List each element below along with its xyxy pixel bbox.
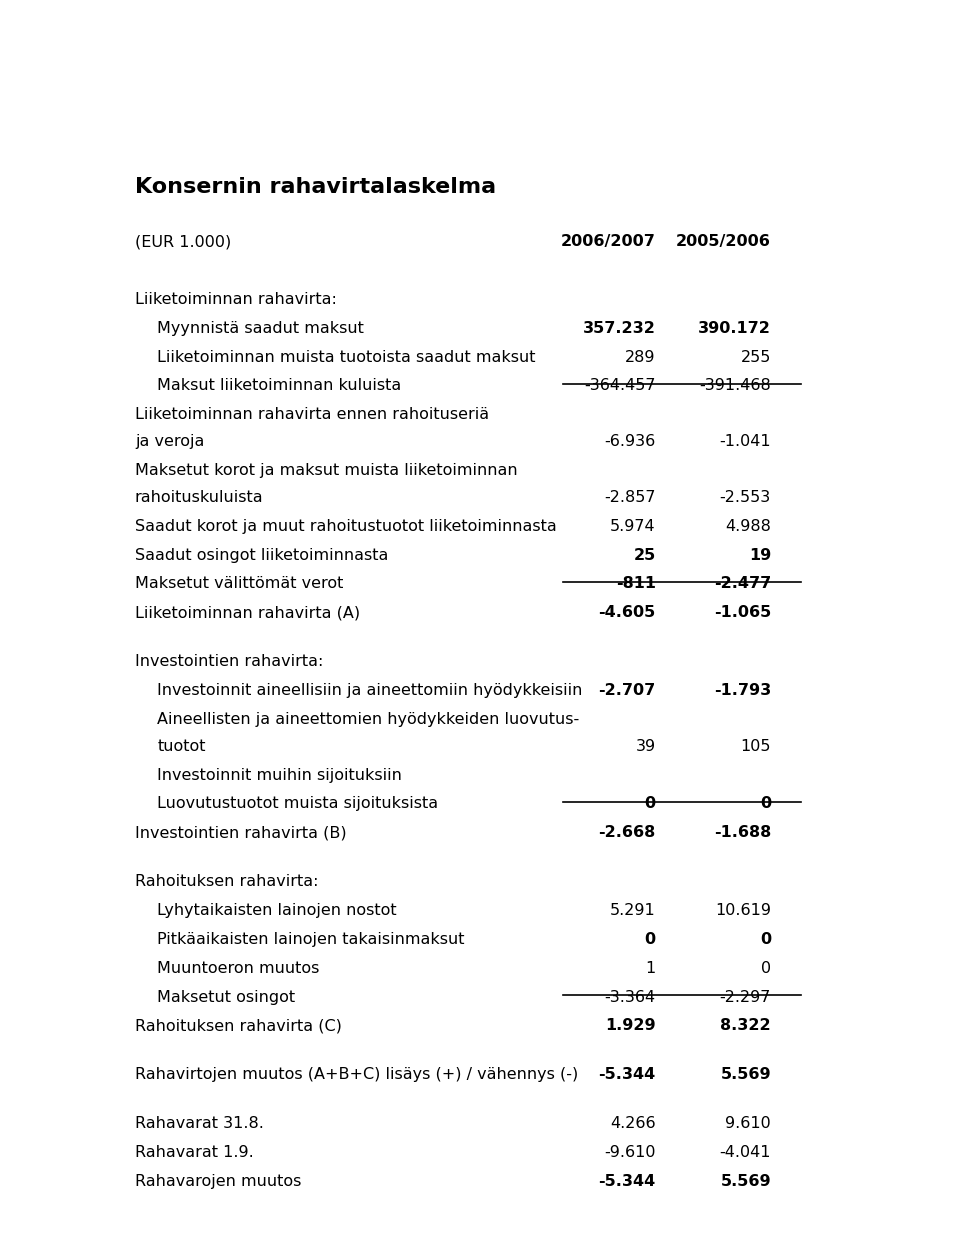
Text: Investointien rahavirta (B): Investointien rahavirta (B) [134, 825, 347, 840]
Text: 0: 0 [761, 961, 771, 976]
Text: Saadut korot ja muut rahoitustuotot liiketoiminnasta: Saadut korot ja muut rahoitustuotot liik… [134, 519, 557, 534]
Text: -1.041: -1.041 [719, 434, 771, 449]
Text: 2005/2006: 2005/2006 [676, 235, 771, 250]
Text: 289: 289 [625, 349, 656, 364]
Text: Liiketoiminnan muista tuotoista saadut maksut: Liiketoiminnan muista tuotoista saadut m… [157, 349, 536, 364]
Text: Myynnistä saadut maksut: Myynnistä saadut maksut [157, 321, 364, 336]
Text: 5.569: 5.569 [720, 1174, 771, 1189]
Text: -4.041: -4.041 [719, 1146, 771, 1161]
Text: tuotot: tuotot [157, 739, 205, 754]
Text: Luovutustuotot muista sijoituksista: Luovutustuotot muista sijoituksista [157, 796, 439, 811]
Text: Rahavarat 1.9.: Rahavarat 1.9. [134, 1146, 253, 1161]
Text: 0: 0 [760, 932, 771, 947]
Text: -811: -811 [615, 577, 656, 592]
Text: -1.065: -1.065 [713, 605, 771, 620]
Text: -4.605: -4.605 [598, 605, 656, 620]
Text: 390.172: 390.172 [698, 321, 771, 336]
Text: 1.929: 1.929 [605, 1018, 656, 1033]
Text: 0: 0 [760, 796, 771, 811]
Text: 357.232: 357.232 [583, 321, 656, 336]
Text: ja veroja: ja veroja [134, 434, 204, 449]
Text: Rahavirtojen muutos (A+B+C) lisäys (+) / vähennys (-): Rahavirtojen muutos (A+B+C) lisäys (+) /… [134, 1067, 578, 1082]
Text: 1: 1 [645, 961, 656, 976]
Text: 255: 255 [740, 349, 771, 364]
Text: -391.468: -391.468 [699, 378, 771, 393]
Text: Konsernin rahavirtalaskelma: Konsernin rahavirtalaskelma [134, 177, 496, 197]
Text: Saadut osingot liiketoiminnasta: Saadut osingot liiketoiminnasta [134, 548, 388, 563]
Text: Liiketoiminnan rahavirta (A): Liiketoiminnan rahavirta (A) [134, 605, 360, 620]
Text: 0: 0 [644, 932, 656, 947]
Text: -5.344: -5.344 [598, 1174, 656, 1189]
Text: -3.364: -3.364 [605, 990, 656, 1005]
Text: 5.569: 5.569 [720, 1067, 771, 1082]
Text: -2.668: -2.668 [598, 825, 656, 840]
Text: 39: 39 [636, 739, 656, 754]
Text: 19: 19 [749, 548, 771, 563]
Text: 10.619: 10.619 [715, 904, 771, 919]
Text: Liiketoiminnan rahavirta:: Liiketoiminnan rahavirta: [134, 292, 337, 307]
Text: -364.457: -364.457 [585, 378, 656, 393]
Text: -1.793: -1.793 [713, 683, 771, 698]
Text: -9.610: -9.610 [604, 1146, 656, 1161]
Text: Maksetut korot ja maksut muista liiketoiminnan: Maksetut korot ja maksut muista liiketoi… [134, 463, 517, 478]
Text: 105: 105 [740, 739, 771, 754]
Text: 8.322: 8.322 [720, 1018, 771, 1033]
Text: Pitkäaikaisten lainojen takaisinmaksut: Pitkäaikaisten lainojen takaisinmaksut [157, 932, 465, 947]
Text: Rahavarojen muutos: Rahavarojen muutos [134, 1174, 301, 1189]
Text: Investoinnit aineellisiin ja aineettomiin hyödykkeisiin: Investoinnit aineellisiin ja aineettomii… [157, 683, 583, 698]
Text: Investoinnit muihin sijoituksiin: Investoinnit muihin sijoituksiin [157, 768, 402, 782]
Text: Investointien rahavirta:: Investointien rahavirta: [134, 654, 324, 669]
Text: Liiketoiminnan rahavirta ennen rahoituseriä: Liiketoiminnan rahavirta ennen rahoituse… [134, 407, 489, 422]
Text: 4.266: 4.266 [610, 1117, 656, 1132]
Text: 4.988: 4.988 [725, 519, 771, 534]
Text: 2006/2007: 2006/2007 [561, 235, 656, 250]
Text: Maksetut välittömät verot: Maksetut välittömät verot [134, 577, 344, 592]
Text: Maksut liiketoiminnan kuluista: Maksut liiketoiminnan kuluista [157, 378, 401, 393]
Text: -6.936: -6.936 [605, 434, 656, 449]
Text: Rahoituksen rahavirta:: Rahoituksen rahavirta: [134, 875, 319, 890]
Text: 9.610: 9.610 [725, 1117, 771, 1132]
Text: Muuntoeron muutos: Muuntoeron muutos [157, 961, 320, 976]
Text: Lyhytaikaisten lainojen nostot: Lyhytaikaisten lainojen nostot [157, 904, 396, 919]
Text: -2.553: -2.553 [720, 490, 771, 505]
Text: 25: 25 [634, 548, 656, 563]
Text: -2.477: -2.477 [713, 577, 771, 592]
Text: Maksetut osingot: Maksetut osingot [157, 990, 296, 1005]
Text: -2.857: -2.857 [604, 490, 656, 505]
Text: -2.707: -2.707 [598, 683, 656, 698]
Text: -1.688: -1.688 [713, 825, 771, 840]
Text: -5.344: -5.344 [598, 1067, 656, 1082]
Text: -2.297: -2.297 [720, 990, 771, 1005]
Text: 0: 0 [644, 796, 656, 811]
Text: 5.291: 5.291 [610, 904, 656, 919]
Text: rahoituskuluista: rahoituskuluista [134, 490, 263, 505]
Text: (EUR 1.000): (EUR 1.000) [134, 235, 231, 250]
Text: Rahoituksen rahavirta (C): Rahoituksen rahavirta (C) [134, 1018, 342, 1033]
Text: Aineellisten ja aineettomien hyödykkeiden luovutus-: Aineellisten ja aineettomien hyödykkeide… [157, 711, 580, 726]
Text: 5.974: 5.974 [610, 519, 656, 534]
Text: Rahavarat 31.8.: Rahavarat 31.8. [134, 1117, 264, 1132]
